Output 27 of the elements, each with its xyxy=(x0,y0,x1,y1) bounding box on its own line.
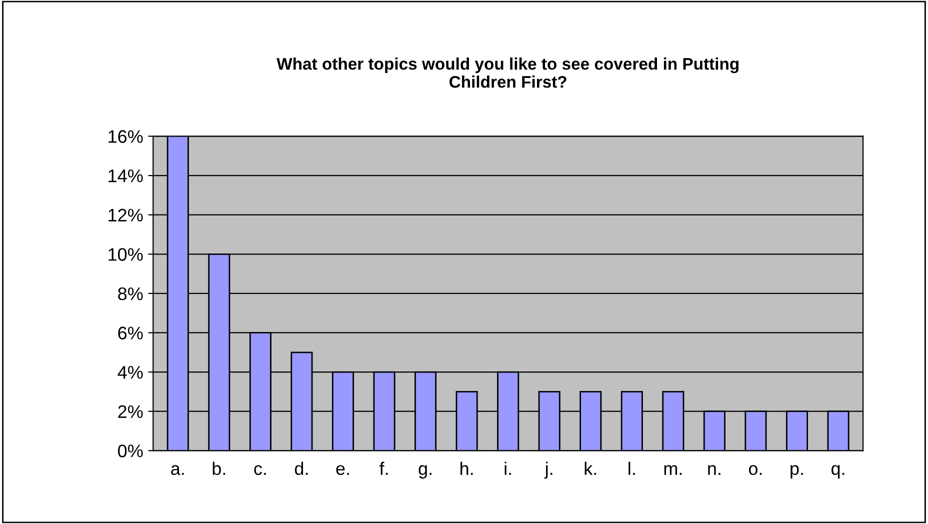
y-tick-label: 4% xyxy=(118,366,143,379)
y-tick-label: 16% xyxy=(108,130,143,143)
x-tick-label: q. xyxy=(832,465,844,479)
y-tick-label: 2% xyxy=(118,405,143,418)
x-tick-label: a. xyxy=(171,465,184,476)
x-tick-label: i. xyxy=(504,462,511,475)
x-tick-label: m. xyxy=(664,465,682,475)
x-tick-label: l. xyxy=(628,462,635,475)
x-tick-label: b. xyxy=(212,462,226,476)
x-tick-label: j. xyxy=(544,462,552,479)
y-tick-label: 6% xyxy=(118,326,143,340)
x-tick-label: g. xyxy=(418,465,432,479)
y-tick-label: 10% xyxy=(108,248,143,261)
chart-title: What other topics would you like to see covered in Putting Children First? xyxy=(276,58,738,88)
y-tick-label: 0% xyxy=(118,444,143,458)
x-tick-label: k. xyxy=(584,462,596,475)
x-tick-label: c. xyxy=(254,465,266,476)
x-tick-label: e. xyxy=(336,465,349,476)
y-tick-label: 8% xyxy=(118,287,143,300)
x-tick-label: d. xyxy=(294,462,308,476)
x-tick-label: h. xyxy=(460,462,473,475)
x-tick-label: f. xyxy=(379,462,388,475)
x-tick-label: o. xyxy=(748,465,762,476)
y-tick-label: 12% xyxy=(108,208,143,222)
x-tick-label: n. xyxy=(708,465,720,475)
y-tick-label: 14% xyxy=(108,170,143,182)
x-tick-label: p. xyxy=(790,465,803,479)
